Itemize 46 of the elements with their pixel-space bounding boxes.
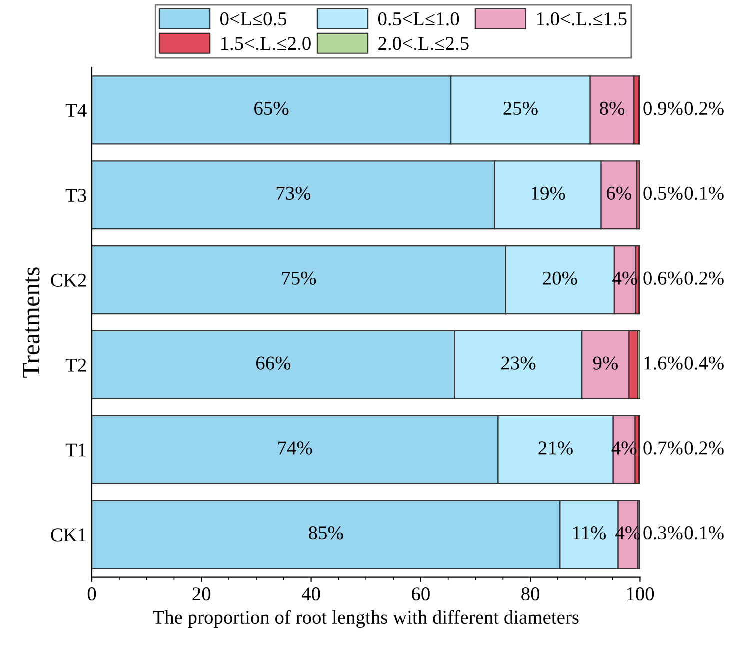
data-label: 0.1% bbox=[684, 186, 724, 200]
data-label: 0.5% bbox=[644, 186, 683, 200]
data-label: 0.7% bbox=[644, 442, 683, 455]
data-label: 73% bbox=[276, 186, 311, 200]
y-tick-label: CK2 bbox=[51, 274, 86, 287]
y-tick-label: T3 bbox=[66, 188, 86, 202]
x-tick-label: 80 bbox=[522, 588, 540, 601]
data-label: 8% bbox=[600, 102, 625, 116]
data-label: 85% bbox=[309, 526, 344, 540]
data-label: 1.6% bbox=[644, 356, 683, 370]
y-tick-label: T1 bbox=[66, 444, 86, 457]
data-label: 0.3% bbox=[644, 526, 683, 540]
x-tick-label: 20 bbox=[192, 588, 211, 601]
data-label: 65% bbox=[254, 102, 289, 116]
x-tick-label: 100 bbox=[627, 588, 654, 601]
x-axis-title: The proportion of root lengths with different diameters bbox=[153, 610, 579, 628]
legend-label: 0.5<L≤1.0 bbox=[378, 12, 460, 26]
x-tick-label: 40 bbox=[302, 588, 320, 601]
data-label: 0.1% bbox=[684, 526, 724, 540]
data-label: 74% bbox=[278, 442, 312, 455]
x-tick-label: 60 bbox=[412, 588, 430, 601]
data-label: 0.2% bbox=[684, 102, 724, 116]
data-label: 11% bbox=[573, 526, 606, 540]
data-label: 0.9% bbox=[644, 102, 683, 116]
data-label: 0.2% bbox=[684, 442, 724, 455]
data-label: 25% bbox=[504, 102, 538, 116]
y-tick-label: T2 bbox=[66, 358, 86, 372]
data-label: 20% bbox=[543, 272, 578, 285]
legend-label: 2.0<.L.≤2.5 bbox=[378, 37, 469, 50]
data-label: 6% bbox=[606, 186, 632, 200]
data-label: 21% bbox=[538, 442, 573, 455]
y-axis-title: Treatments bbox=[23, 268, 40, 378]
legend-label: 1.0<.L.≤1.5 bbox=[537, 12, 627, 26]
x-tick-label: 0 bbox=[88, 588, 96, 601]
legend-label: 1.5<.L.≤2.0 bbox=[221, 37, 311, 50]
data-label: 23% bbox=[502, 356, 536, 370]
data-label: 0.2% bbox=[684, 272, 724, 285]
data-label: 0.6% bbox=[644, 272, 683, 285]
data-label: 66% bbox=[256, 356, 291, 370]
data-label: 19% bbox=[532, 186, 566, 200]
legend-label: 0<L≤0.5 bbox=[220, 12, 287, 26]
y-tick-label: T4 bbox=[66, 104, 87, 117]
data-label: 9% bbox=[593, 356, 618, 370]
y-tick-label: CK1 bbox=[51, 528, 86, 542]
data-label: 75% bbox=[282, 272, 316, 285]
data-label: 0.4% bbox=[684, 356, 724, 370]
